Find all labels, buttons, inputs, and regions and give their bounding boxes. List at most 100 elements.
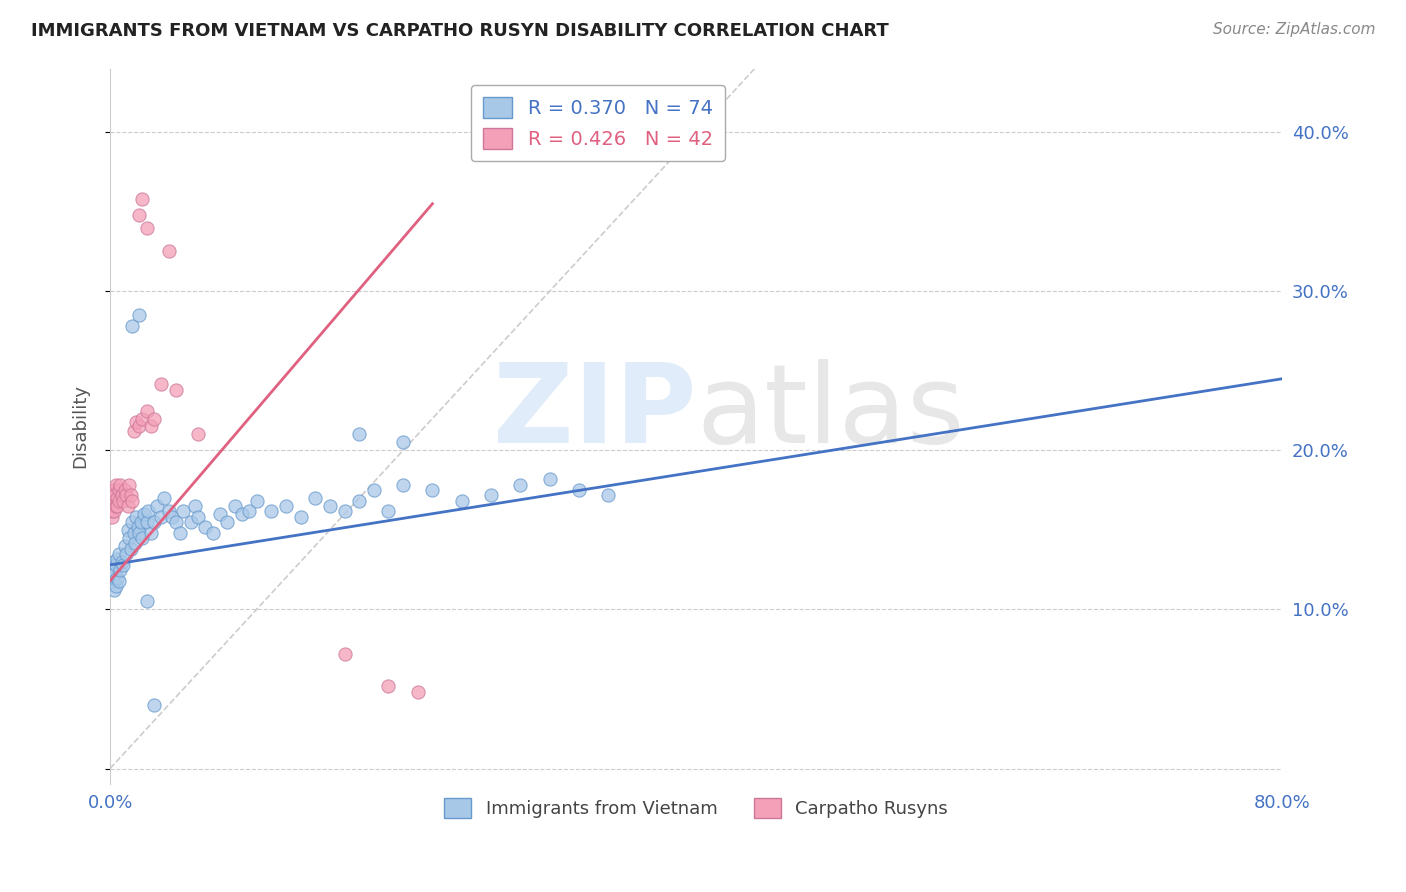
Point <box>135 515 157 529</box>
Point <box>333 504 356 518</box>
Point <box>104 478 127 492</box>
Legend: Immigrants from Vietnam, Carpatho Rusyns: Immigrants from Vietnam, Carpatho Rusyns <box>437 791 955 825</box>
Point <box>135 220 157 235</box>
Point <box>392 435 415 450</box>
Point <box>124 535 146 549</box>
Point <box>108 483 131 497</box>
Point <box>131 192 153 206</box>
Point <box>128 419 150 434</box>
Point <box>117 523 139 537</box>
Point <box>224 499 246 513</box>
Point <box>160 510 183 524</box>
Point <box>131 411 153 425</box>
Point <box>172 504 194 518</box>
Point <box>103 567 125 582</box>
Point <box>245 494 267 508</box>
Point <box>135 594 157 608</box>
Point <box>104 499 127 513</box>
Point <box>125 510 148 524</box>
Point <box>450 494 472 508</box>
Point <box>103 583 125 598</box>
Point <box>108 574 131 588</box>
Text: atlas: atlas <box>696 359 965 466</box>
Point <box>165 515 187 529</box>
Text: ZIP: ZIP <box>492 359 696 466</box>
Point <box>117 499 139 513</box>
Point <box>104 578 127 592</box>
Point <box>103 504 125 518</box>
Point <box>157 244 180 259</box>
Point <box>135 403 157 417</box>
Point <box>108 547 131 561</box>
Point <box>274 499 297 513</box>
Point <box>118 531 141 545</box>
Point <box>157 504 180 518</box>
Point <box>165 383 187 397</box>
Point <box>143 515 166 529</box>
Point <box>143 411 166 425</box>
Point <box>103 483 125 497</box>
Point <box>231 507 253 521</box>
Point <box>110 478 132 492</box>
Point <box>110 563 132 577</box>
Point <box>377 504 399 518</box>
Point <box>115 488 138 502</box>
Point <box>201 526 224 541</box>
Point <box>260 504 283 518</box>
Point <box>422 483 444 497</box>
Point <box>333 647 356 661</box>
Point <box>146 499 169 513</box>
Point <box>347 494 370 508</box>
Point <box>128 308 150 322</box>
Point <box>132 507 155 521</box>
Point <box>105 551 128 566</box>
Point <box>139 419 162 434</box>
Point <box>538 472 561 486</box>
Point <box>100 563 122 577</box>
Point <box>114 483 136 497</box>
Point <box>105 491 128 505</box>
Point <box>100 510 122 524</box>
Text: Source: ZipAtlas.com: Source: ZipAtlas.com <box>1212 22 1375 37</box>
Point <box>509 478 531 492</box>
Point <box>114 539 136 553</box>
Point <box>101 555 124 569</box>
Point <box>122 526 145 541</box>
Point <box>115 547 138 561</box>
Point <box>101 483 124 497</box>
Point <box>100 488 122 502</box>
Point <box>105 571 128 585</box>
Point <box>187 427 209 442</box>
Point <box>118 478 141 492</box>
Point <box>104 558 127 572</box>
Point <box>150 510 173 524</box>
Point <box>120 488 142 502</box>
Point <box>406 685 429 699</box>
Point <box>100 499 122 513</box>
Point <box>104 488 127 502</box>
Point <box>103 494 125 508</box>
Point <box>129 515 152 529</box>
Point <box>112 494 135 508</box>
Point <box>128 526 150 541</box>
Point <box>101 504 124 518</box>
Point <box>217 515 239 529</box>
Point <box>121 319 143 334</box>
Point <box>101 494 124 508</box>
Point <box>121 494 143 508</box>
Point <box>105 499 128 513</box>
Point <box>150 376 173 391</box>
Point <box>128 208 150 222</box>
Point <box>108 494 131 508</box>
Point <box>392 478 415 492</box>
Point <box>363 483 385 497</box>
Point <box>112 558 135 572</box>
Point <box>136 504 159 518</box>
Point <box>184 499 207 513</box>
Point <box>120 541 142 556</box>
Point <box>187 510 209 524</box>
Point <box>479 488 502 502</box>
Point <box>153 491 176 505</box>
Y-axis label: Disability: Disability <box>72 384 89 468</box>
Point <box>304 491 326 505</box>
